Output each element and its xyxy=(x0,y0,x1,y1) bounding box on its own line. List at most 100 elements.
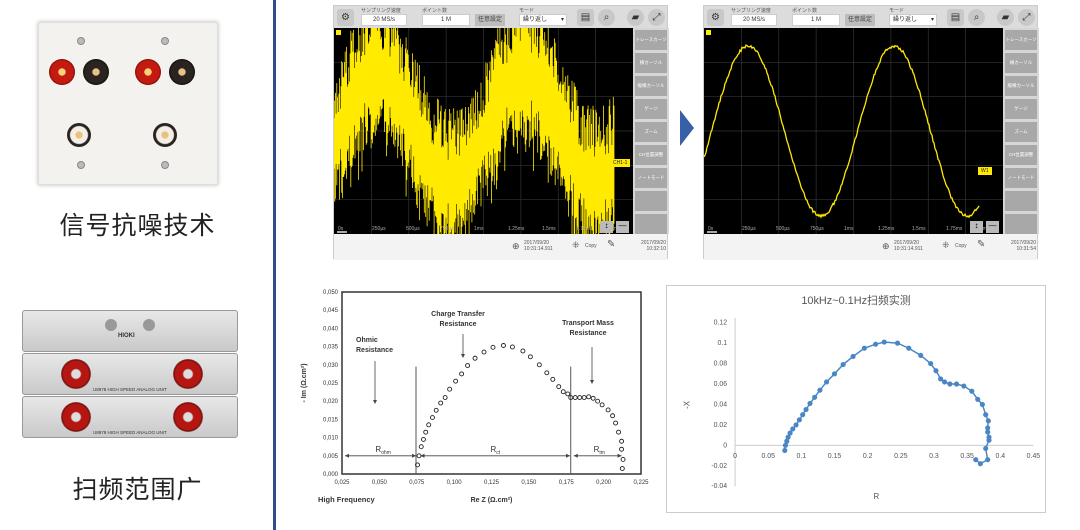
data-point xyxy=(466,364,470,368)
side-button[interactable]: ゲージ xyxy=(635,99,667,119)
y-tick-label: 0.06 xyxy=(714,381,728,388)
red-jack xyxy=(173,359,203,389)
side-button[interactable]: ノートモード xyxy=(1005,168,1037,188)
sampling-label: サンプリング速度 xyxy=(361,7,401,14)
screw-icon xyxy=(77,161,85,169)
module-label: U8978 HIGH SPEED ANALOG UNIT xyxy=(93,430,167,435)
horizontal-zoom-icon[interactable]: — xyxy=(616,221,629,233)
resistance-subscript: ohm xyxy=(381,450,391,456)
data-point xyxy=(454,379,458,383)
channel-marker[interactable]: CH1-1 xyxy=(610,159,630,167)
scroll-indicator[interactable] xyxy=(707,231,717,233)
data-point xyxy=(797,417,802,422)
x-tick-label: 0.4 xyxy=(995,453,1005,460)
side-button[interactable]: ズーム xyxy=(635,122,667,142)
search-icon[interactable]: ⌕ xyxy=(968,9,985,26)
gear-icon[interactable]: ⚙ xyxy=(337,9,354,26)
trigger-time: 2017/09/20 10:31:14.911 xyxy=(524,240,564,252)
data-point xyxy=(906,346,911,351)
expand-icon[interactable]: ⤢ xyxy=(648,9,665,26)
sampling-rate-field[interactable]: 20 MS/s xyxy=(361,14,407,26)
horizontal-zoom-icon[interactable]: — xyxy=(986,221,999,233)
data-point xyxy=(961,383,966,388)
side-button[interactable]: 横カーソル xyxy=(635,53,667,73)
x-tick-label: 0.1 xyxy=(797,453,807,460)
x-tick-label: 0.35 xyxy=(960,453,974,460)
x-tick-label: 0,075 xyxy=(409,480,425,486)
points-field[interactable]: 1 M xyxy=(792,14,840,26)
copy-label[interactable]: Copy xyxy=(585,243,597,249)
oscilloscope-screen-1: ⚙ サンプリング速度 20 MS/s ポイント数 1 M 任意設定 モード 繰り… xyxy=(333,5,668,259)
data-point xyxy=(793,422,798,427)
data-point xyxy=(417,454,421,458)
side-button[interactable]: トレースカーソル xyxy=(635,30,667,50)
y-tick-label: 0.04 xyxy=(714,401,728,408)
x-tick-label: 0,225 xyxy=(633,480,649,486)
copy-icon[interactable]: ⁜ xyxy=(942,240,950,251)
y-tick-label: 0,050 xyxy=(323,290,339,296)
data-point xyxy=(812,395,817,400)
waveform-display[interactable]: CH1-1 0s 250µs 500µs 750µs 1ms 1.25ms 1.5ms 1.7… xyxy=(334,28,633,234)
side-button[interactable]: ゲージ xyxy=(1005,99,1037,119)
clock: 2017/09/20 10:31:54 xyxy=(1006,240,1036,252)
arrow-head-icon xyxy=(461,354,465,358)
waveform-display[interactable]: W1 0s 250µs 500µs 750µs 1ms 1.25ms 1.5ms 1.75ms… xyxy=(704,28,1003,234)
scope-toolbar: ⚙ サンプリング速度 20 MS/s ポイント数 1 M 任意設定 モード 繰り… xyxy=(334,6,667,28)
mode-select[interactable]: 繰り返し ▾ xyxy=(889,14,937,26)
side-button-empty[interactable] xyxy=(1005,191,1037,211)
channel-marker[interactable]: W1 xyxy=(978,167,992,175)
y-axis-label: -X xyxy=(682,400,691,409)
side-button[interactable]: CH位置調整 xyxy=(1005,145,1037,165)
side-button[interactable]: ノートモード xyxy=(635,168,667,188)
data-point xyxy=(895,341,900,346)
annotation-ohmic: Resistance xyxy=(356,347,393,354)
vertical-zoom-icon[interactable]: ↕ xyxy=(600,221,613,233)
white-terminal xyxy=(153,123,177,147)
analog-unit-photo: HIOKI U8978 HIGH SPEED ANALOG UNIT U8978… xyxy=(22,310,238,438)
sweep-chart: 10kHz~0.1Hz扫频实测0 0.05 0.1 0.15 0.2 0.25 0.3 0.3… xyxy=(666,285,1046,513)
time-tick-label: 1ms xyxy=(844,226,853,232)
mode-select[interactable]: 繰り返し ▾ xyxy=(519,14,567,26)
side-button[interactable]: 縦横カーソル xyxy=(635,76,667,96)
memo-icon[interactable]: ▤ xyxy=(577,9,594,26)
memo-icon[interactable]: ▤ xyxy=(947,9,964,26)
data-point xyxy=(591,396,595,400)
copy-label[interactable]: Copy xyxy=(955,243,967,249)
x-tick-label: 0,175 xyxy=(559,480,575,486)
data-point xyxy=(419,445,423,449)
gear-icon[interactable]: ⚙ xyxy=(707,9,724,26)
expand-icon[interactable]: ⤢ xyxy=(1018,9,1035,26)
data-point xyxy=(928,361,933,366)
side-button[interactable]: トレースカーソル xyxy=(1005,30,1037,50)
arrow-head-icon xyxy=(590,380,594,384)
side-button[interactable]: 横カーソル xyxy=(1005,53,1037,73)
side-button[interactable]: ズーム xyxy=(1005,122,1037,142)
side-button-empty[interactable] xyxy=(635,214,667,234)
side-button-empty[interactable] xyxy=(635,191,667,211)
red-terminal xyxy=(49,59,75,85)
data-point xyxy=(942,379,947,384)
copy-icon[interactable]: ⁜ xyxy=(572,240,580,251)
data-point xyxy=(790,426,795,431)
points-field[interactable]: 1 M xyxy=(422,14,470,26)
side-button-empty[interactable] xyxy=(1005,214,1037,234)
data-point xyxy=(841,362,846,367)
sampling-rate-field[interactable]: 20 MS/s xyxy=(731,14,777,26)
custom-setting-button[interactable]: 任意設定 xyxy=(845,14,875,26)
side-button[interactable]: CH位置調整 xyxy=(635,145,667,165)
x-tick-label: 0.2 xyxy=(863,453,873,460)
search-icon[interactable]: ⌕ xyxy=(598,9,615,26)
custom-setting-button[interactable]: 任意設定 xyxy=(475,14,505,26)
scroll-indicator[interactable] xyxy=(337,231,347,233)
resistance-label: Rohm xyxy=(375,445,391,456)
time-tick-label: 1.75ms xyxy=(576,226,592,232)
vertical-zoom-icon[interactable]: ↕ xyxy=(970,221,983,233)
data-point xyxy=(620,467,624,471)
folder-icon[interactable]: ▰ xyxy=(997,9,1014,26)
folder-icon[interactable]: ▰ xyxy=(627,9,644,26)
red-jack xyxy=(61,359,91,389)
data-point xyxy=(566,392,570,396)
data-point xyxy=(954,381,959,386)
side-button[interactable]: 縦横カーソル xyxy=(1005,76,1037,96)
mode-value: 繰り返し xyxy=(523,17,547,23)
